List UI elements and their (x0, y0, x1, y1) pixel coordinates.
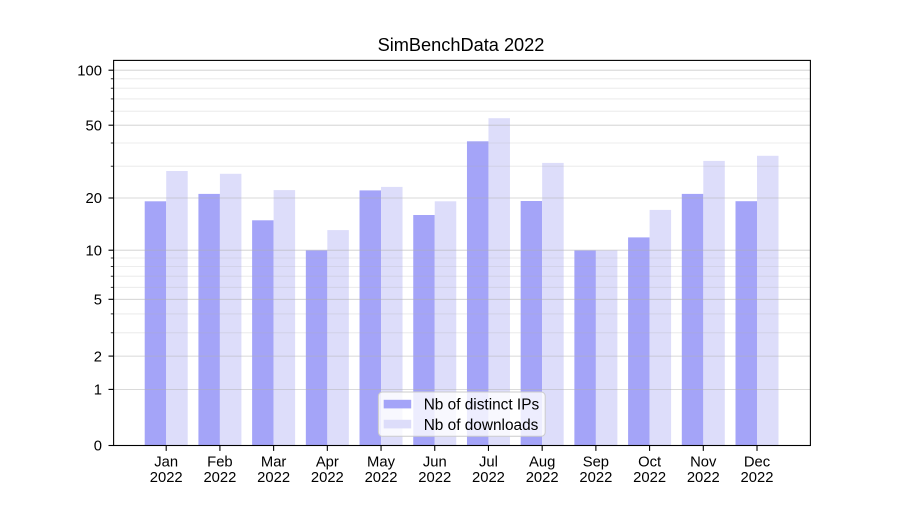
svg-text:2022: 2022 (150, 470, 183, 486)
svg-text:2022: 2022 (311, 470, 344, 486)
svg-text:Oct: Oct (638, 455, 661, 471)
svg-text:Nb of distinct IPs: Nb of distinct IPs (424, 397, 540, 414)
svg-text:Dec: Dec (744, 455, 771, 471)
svg-text:Nov: Nov (690, 455, 717, 471)
svg-text:2022: 2022 (472, 470, 505, 486)
svg-text:5: 5 (94, 293, 102, 309)
svg-text:50: 50 (86, 118, 102, 134)
svg-text:Jul: Jul (479, 455, 498, 471)
svg-text:20: 20 (86, 191, 102, 207)
svg-text:2022: 2022 (365, 470, 398, 486)
svg-text:2022: 2022 (257, 470, 290, 486)
svg-text:Apr: Apr (316, 455, 339, 471)
svg-text:May: May (367, 455, 396, 471)
svg-text:1: 1 (94, 383, 102, 399)
svg-text:Aug: Aug (529, 455, 555, 471)
svg-text:2022: 2022 (687, 470, 720, 486)
svg-text:2022: 2022 (579, 470, 612, 486)
svg-text:2022: 2022 (418, 470, 451, 486)
svg-text:2022: 2022 (203, 470, 236, 486)
svg-text:Mar: Mar (261, 455, 287, 471)
svg-text:Sep: Sep (583, 455, 609, 471)
svg-text:2: 2 (94, 349, 102, 365)
svg-text:2022: 2022 (633, 470, 666, 486)
svg-text:Nb of downloads: Nb of downloads (424, 417, 539, 434)
svg-text:10: 10 (86, 243, 102, 259)
svg-text:0: 0 (94, 439, 102, 455)
svg-text:SimBenchData 2022: SimBenchData 2022 (378, 35, 545, 55)
svg-text:2022: 2022 (526, 470, 559, 486)
svg-text:Jun: Jun (423, 455, 447, 471)
svg-text:Feb: Feb (207, 455, 233, 471)
svg-text:Jan: Jan (154, 455, 178, 471)
svg-text:2022: 2022 (741, 470, 774, 486)
svg-text:100: 100 (77, 63, 102, 79)
